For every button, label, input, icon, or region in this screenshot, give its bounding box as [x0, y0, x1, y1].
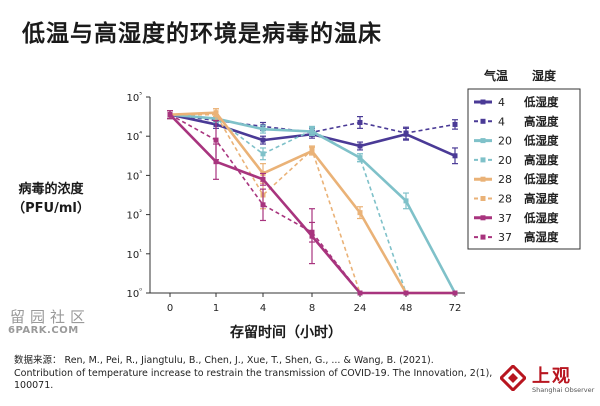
data-point — [167, 112, 173, 118]
shanghai-observer-logo: 上观 Shanghai Observer — [500, 362, 600, 402]
data-point — [309, 147, 315, 153]
data-point — [357, 155, 363, 161]
data-point — [452, 121, 458, 127]
legend-temp-label: 4 — [498, 115, 505, 128]
data-point — [403, 130, 409, 136]
data-point — [357, 290, 363, 296]
legend-temp-label: 4 — [498, 96, 505, 109]
legend-marker — [480, 138, 486, 144]
data-point — [357, 143, 363, 149]
legend-temp-label: 28 — [498, 193, 512, 206]
data-point — [260, 126, 266, 132]
data-point — [357, 119, 363, 125]
y-tick-label: 10¹ — [126, 248, 142, 261]
logo-subtext: Shanghai Observer — [532, 386, 595, 394]
y-axis-label-line2: （PFU/ml） — [12, 201, 90, 216]
x-tick-label: 24 — [354, 303, 367, 314]
y-tick-label: 10⁰ — [126, 287, 142, 300]
series-line — [170, 113, 455, 294]
page-title: 低温与高湿度的环境是病毒的温床 — [22, 21, 382, 47]
legend-marker — [480, 157, 486, 163]
y-tick-label: 10⁵ — [126, 91, 142, 104]
data-point — [309, 229, 315, 235]
watermark-text: 留园社区 — [10, 308, 91, 326]
x-tick-label: 72 — [449, 303, 462, 314]
series-line — [169, 111, 455, 295]
data-point — [213, 159, 219, 165]
legend-marker — [480, 215, 486, 221]
data-point — [260, 202, 266, 208]
logo-text: 上观 — [532, 366, 572, 387]
data-point — [213, 137, 219, 143]
legend-marker — [480, 196, 486, 201]
legend-temp-label: 20 — [498, 154, 512, 167]
series-line — [169, 113, 455, 295]
watermark-url: 6PARK.COM — [8, 325, 79, 336]
series-line — [169, 113, 455, 294]
legend-humidity-label: 低湿度 — [523, 211, 559, 225]
legend-marker — [480, 99, 486, 105]
legend-box — [467, 88, 581, 250]
legend-temp-label: 20 — [498, 135, 512, 148]
x-tick-label: 4 — [260, 303, 266, 314]
series-37-high-humidity — [167, 110, 458, 296]
x-tick-label: 0 — [167, 303, 173, 314]
legend-humidity-label: 高湿度 — [524, 230, 559, 244]
logo-mark-icon — [500, 365, 526, 391]
legend-marker — [480, 176, 486, 182]
data-point — [213, 112, 219, 118]
legend-humidity-label: 高湿度 — [524, 153, 559, 167]
y-tick-label: 10³ — [126, 169, 142, 182]
legend-header-temp: 气温 — [483, 68, 508, 83]
x-tick-label: 48 — [400, 303, 413, 314]
legend-humidity-label: 高湿度 — [524, 192, 559, 206]
data-point — [403, 198, 409, 204]
legend-temp-label: 37 — [498, 231, 512, 244]
source-citation: 数据来源： Ren, M., Pei, R., Jiangtulu, B., C… — [14, 355, 493, 391]
data-point — [260, 151, 266, 157]
y-axis-label: 病毒的浓度 （PFU/ml） — [6, 180, 96, 218]
data-point — [452, 290, 458, 296]
legend-marker — [480, 234, 486, 240]
series-line — [169, 113, 457, 294]
legend-temp-label: 37 — [498, 212, 512, 225]
chart-legend: 气温 湿度 4 低湿度 4 高湿度 20 低湿度 20 高湿度 28 低湿度 28 高湿度 37 低湿度 37 高… — [467, 68, 581, 250]
data-point — [309, 127, 315, 133]
data-point — [357, 210, 363, 216]
legend-humidity-label: 低湿度 — [523, 95, 559, 109]
x-tick-label: 8 — [309, 303, 315, 314]
y-tick-label: 10² — [126, 209, 142, 222]
y-axis-label-line1: 病毒的浓度 — [18, 182, 84, 197]
legend-humidity-label: 高湿度 — [524, 114, 559, 128]
legend-temp-label: 28 — [498, 173, 512, 186]
data-point — [260, 137, 266, 143]
legend-humidity-label: 低湿度 — [523, 172, 559, 186]
x-tick-label: 1 — [213, 303, 219, 314]
data-point — [403, 290, 409, 296]
data-point — [260, 176, 266, 182]
legend-header-humidity: 湿度 — [532, 68, 557, 83]
series-line — [169, 113, 455, 294]
legend-humidity-label: 低湿度 — [523, 134, 559, 148]
legend-marker — [480, 118, 486, 124]
y-tick-label: 10⁴ — [126, 130, 142, 143]
chart-series — [167, 108, 458, 296]
data-point — [452, 153, 458, 159]
x-axis-label: 存留时间（小时） — [230, 325, 342, 341]
